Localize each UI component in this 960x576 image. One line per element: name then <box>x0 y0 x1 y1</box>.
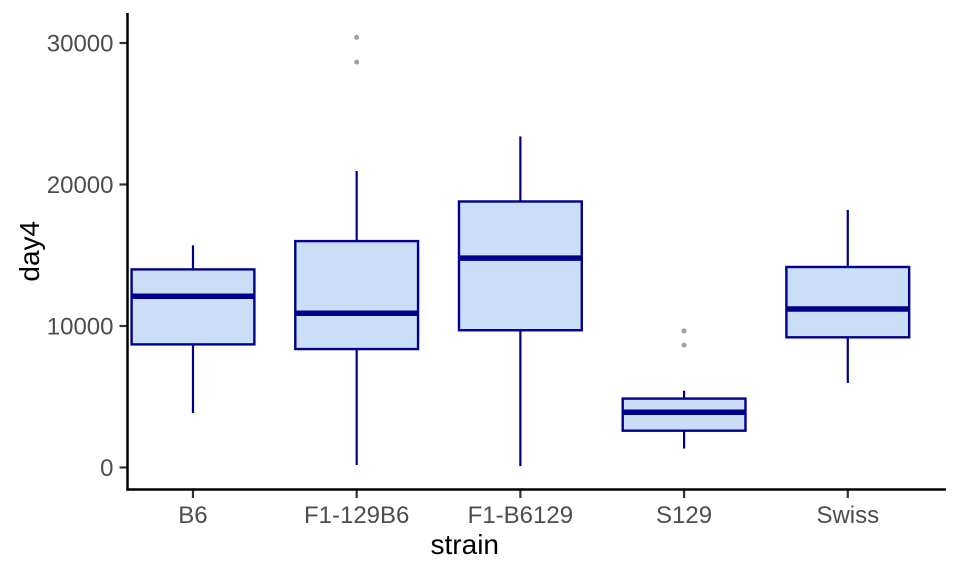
y-axis-title: day4 <box>14 221 45 282</box>
y-tick-label-20000: 20000 <box>47 172 114 199</box>
boxplot-F1-129B6 <box>294 34 420 465</box>
box <box>785 265 911 339</box>
boxplot-B6 <box>130 245 256 414</box>
outlier-point <box>681 328 687 334</box>
y-tick-label-30000: 30000 <box>47 30 114 57</box>
boxplots <box>130 34 911 467</box>
x-tick-label-B6: B6 <box>178 502 207 529</box>
x-tick-label-F1-129B6: F1-129B6 <box>304 502 409 529</box>
outlier-point <box>354 34 360 40</box>
y-axis-ticks: 0 10000 20000 30000 <box>47 30 127 482</box>
box <box>130 268 256 346</box>
box <box>294 239 420 351</box>
y-tick-label-10000: 10000 <box>47 313 114 340</box>
boxplot-F1-B6129 <box>457 136 583 467</box>
outlier-point <box>354 59 360 65</box>
boxplot-Swiss <box>785 209 911 384</box>
x-tick-label-Swiss: Swiss <box>816 502 879 529</box>
x-tick-label-F1-B6129: F1-B6129 <box>468 502 573 529</box>
outlier-point <box>681 342 687 348</box>
y-tick-label-0: 0 <box>100 455 113 482</box>
boxplot-S129 <box>621 328 747 449</box>
x-axis-ticks: B6 F1-129B6 F1-B6129 S129 Swiss <box>178 490 879 529</box>
box <box>457 200 583 332</box>
x-tick-label-S129: S129 <box>656 502 712 529</box>
x-axis-title: strain <box>431 529 499 560</box>
axes <box>126 13 946 491</box>
